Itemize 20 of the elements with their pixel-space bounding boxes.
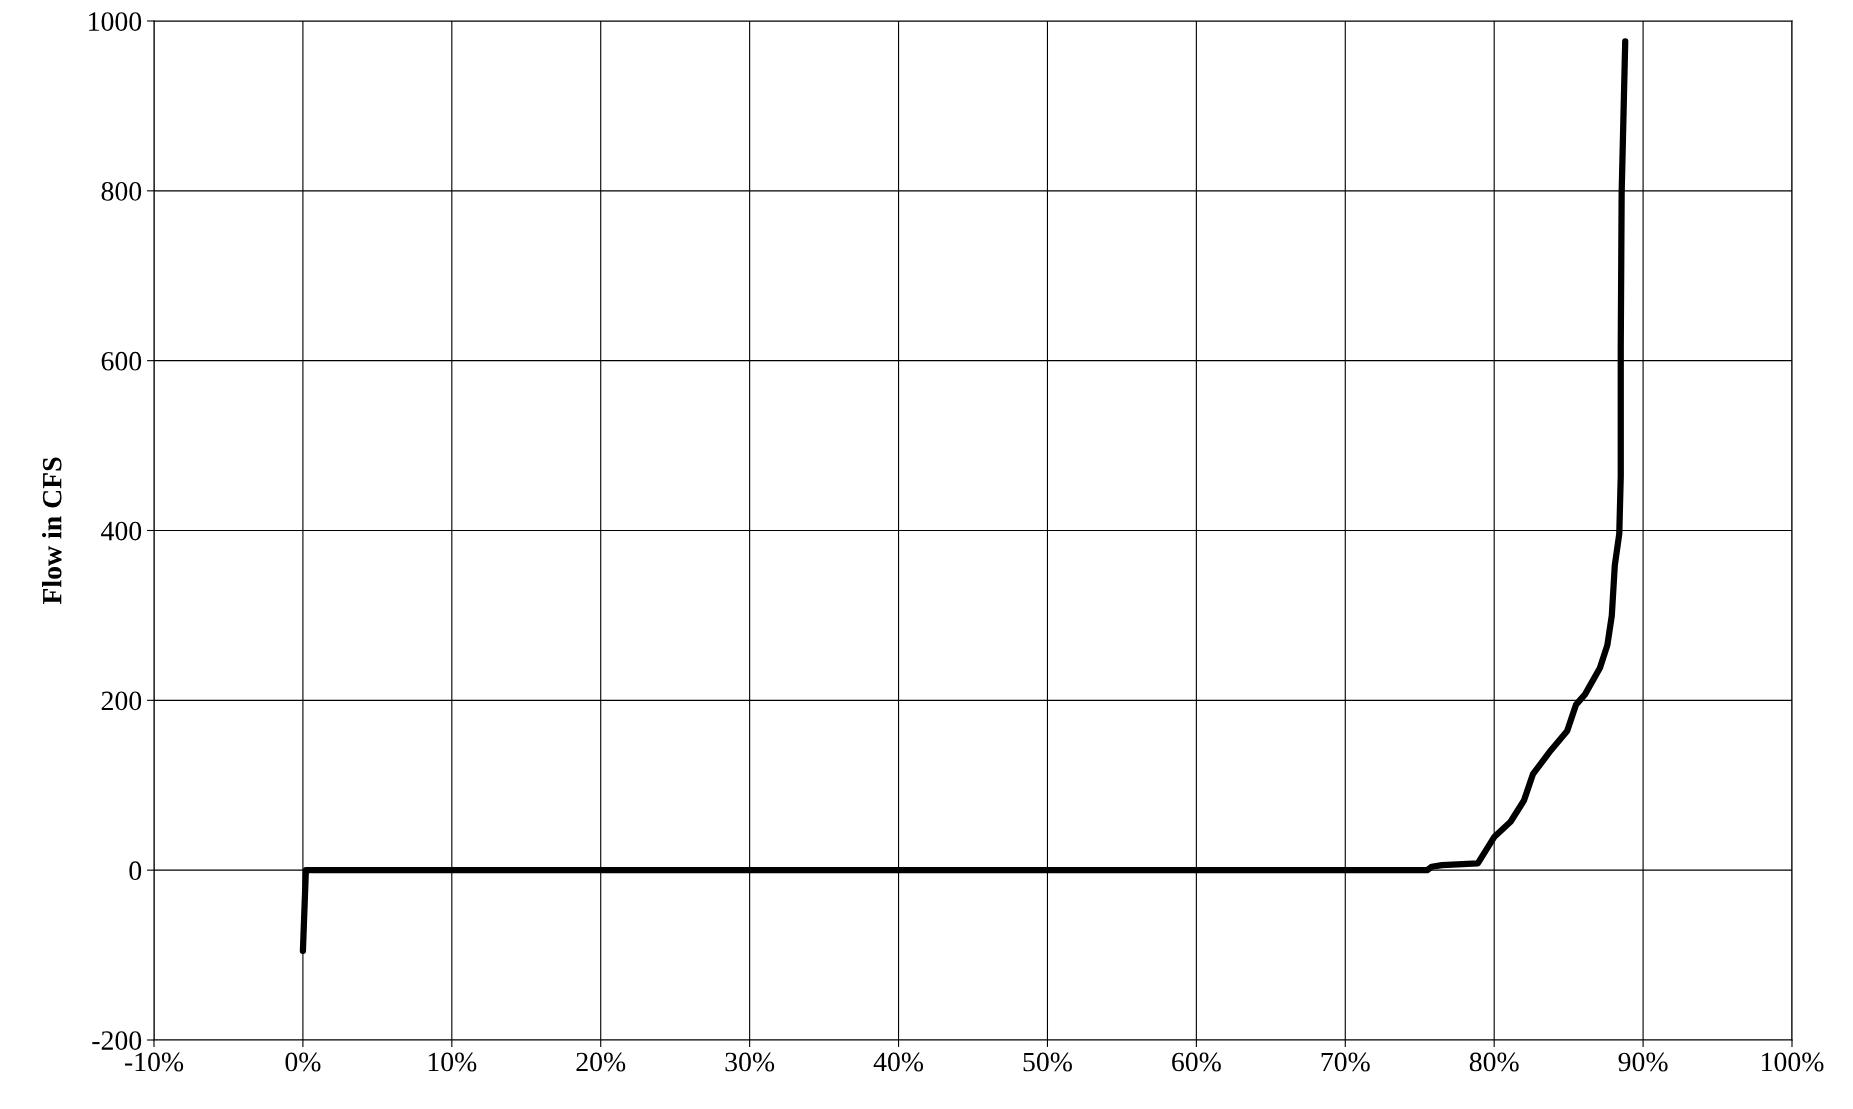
y-tick-label: 200 bbox=[101, 691, 142, 711]
x-tick-label: 90% bbox=[1618, 1052, 1668, 1072]
y-tick-label: 800 bbox=[101, 182, 142, 201]
x-tick-label: 10% bbox=[428, 1052, 477, 1072]
x-tick-label: -10% bbox=[124, 1052, 184, 1072]
x-tick-label: 70% bbox=[1321, 1052, 1370, 1072]
x-tick-label: 40% bbox=[873, 1052, 924, 1072]
y-tick-label: 400 bbox=[101, 521, 142, 541]
x-tick-label: 50% bbox=[1023, 1052, 1072, 1072]
x-tick-label: 0% bbox=[285, 1052, 321, 1072]
x-tick-label: 80% bbox=[1469, 1052, 1519, 1072]
y-tick-label: -200 bbox=[92, 1031, 142, 1050]
x-tick-label: 60% bbox=[1172, 1052, 1221, 1072]
x-tick-label: 30% bbox=[725, 1052, 775, 1072]
x-tick-label: 100% bbox=[1762, 1052, 1824, 1072]
y-tick-label: 0 bbox=[129, 861, 142, 881]
y-tick-label: 600 bbox=[101, 351, 142, 371]
y-axis-title: Flow in CFS bbox=[42, 457, 62, 605]
x-tick-label: 20% bbox=[576, 1052, 626, 1072]
y-tick-label: 1000 bbox=[89, 12, 142, 31]
